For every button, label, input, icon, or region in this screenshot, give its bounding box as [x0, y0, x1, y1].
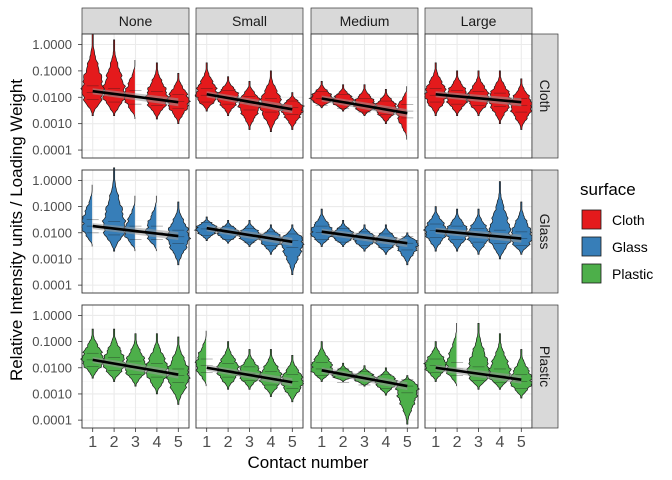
facet-strip-glass — [531, 169, 559, 294]
y-tick-label: 0.1000 — [32, 63, 72, 78]
x-axis-title: Contact number — [248, 453, 369, 472]
x-tick-label: 2 — [224, 434, 233, 451]
violin-plastic-small-1 — [194, 330, 207, 387]
y-axis-title: Relative Intensity units / Loading Weigh… — [7, 79, 26, 381]
facet-label-small: Small — [232, 13, 267, 29]
trend-line — [435, 92, 522, 104]
panel-border — [195, 169, 304, 294]
legend-title: surface — [580, 180, 636, 199]
panel-border — [310, 169, 419, 294]
violin-cloth-small-3 — [237, 81, 262, 130]
facet-label-none: None — [119, 13, 153, 29]
facet-label-large: Large — [461, 13, 497, 29]
x-tick-label: 5 — [517, 434, 526, 451]
y-tick-label: 0.0010 — [32, 251, 72, 266]
x-tick-label: 3 — [360, 434, 369, 451]
trend-line — [92, 358, 179, 376]
legend-label-cloth: Cloth — [612, 212, 645, 228]
panel-border — [310, 33, 419, 159]
x-tick-label: 1 — [88, 434, 97, 451]
facet-strip-large — [424, 7, 533, 35]
x-tick-label: 5 — [403, 434, 412, 451]
facet-label-cloth: Cloth — [537, 80, 553, 113]
y-tick-label: 1.0000 — [32, 308, 72, 323]
violin-cloth-small-4 — [259, 70, 283, 132]
x-tick-label: 4 — [495, 434, 504, 451]
x-tick-label: 1 — [317, 434, 326, 451]
y-tick-label: 0.1000 — [32, 334, 72, 349]
legend-swatch-plastic — [581, 263, 602, 284]
x-tick-label: 2 — [339, 434, 348, 451]
y-tick-label: 0.0010 — [32, 386, 72, 401]
legend-swatch-glass — [581, 236, 602, 257]
facet-strip-plastic — [531, 304, 559, 429]
trend-line — [92, 224, 179, 238]
panel-border — [81, 169, 190, 294]
trend-line — [206, 226, 293, 244]
trend-line — [435, 229, 522, 240]
trend-line — [206, 92, 293, 111]
y-tick-label: 1.0000 — [32, 173, 72, 188]
x-tick-label: 3 — [131, 434, 140, 451]
legend-label-glass: Glass — [612, 239, 648, 255]
x-tick-label: 3 — [245, 434, 254, 451]
trend-line — [321, 97, 408, 115]
y-tick-label: 0.0001 — [32, 143, 72, 158]
x-tick-label: 2 — [453, 434, 462, 451]
legend-label-plastic: Plastic — [612, 266, 653, 282]
y-tick-label: 1.0000 — [32, 37, 72, 52]
trend-line — [92, 89, 179, 104]
y-tick-label: 0.0100 — [32, 90, 72, 105]
legend: surface Cloth Glass Plastic — [580, 180, 653, 285]
facet-strip-cloth — [531, 33, 559, 159]
panel-border — [195, 33, 304, 159]
y-tick-label: 0.0001 — [32, 413, 72, 428]
trend-line — [206, 366, 293, 384]
violin-glass-none-1 — [81, 184, 93, 247]
y-tick-label: 0.1000 — [32, 199, 72, 214]
x-tick-label: 2 — [110, 434, 119, 451]
legend-swatch-cloth — [581, 209, 602, 230]
trend-line — [321, 369, 408, 388]
x-tick-label: 4 — [152, 434, 161, 451]
facet-label-plastic: Plastic — [537, 346, 553, 387]
y-tick-label: 0.0100 — [32, 225, 72, 240]
violin-glass-none-3 — [123, 195, 136, 252]
facet-strip-small — [195, 7, 304, 35]
y-tick-label: 0.0010 — [32, 116, 72, 131]
violin-glass-none-4 — [144, 195, 157, 252]
y-tick-label: 0.0001 — [32, 278, 72, 293]
x-tick-label: 3 — [474, 434, 483, 451]
panel-border — [81, 33, 190, 159]
facet-label-medium: Medium — [340, 13, 390, 29]
facet-strip-none — [81, 7, 190, 35]
facet-label-glass: Glass — [537, 214, 553, 250]
x-tick-label: 4 — [381, 434, 390, 451]
y-tick-label: 0.0100 — [32, 360, 72, 375]
x-tick-label: 1 — [202, 434, 211, 451]
x-tick-label: 1 — [431, 434, 440, 451]
facet-strip-medium — [310, 7, 419, 35]
x-tick-label: 5 — [288, 434, 297, 451]
panels-layer: None Small Medium Large 0.0001 0.0010 0.0100 0.… — [32, 7, 559, 451]
trend-line — [321, 230, 408, 245]
trend-line — [435, 366, 522, 381]
x-tick-label: 4 — [266, 434, 275, 451]
x-tick-label: 5 — [174, 434, 183, 451]
